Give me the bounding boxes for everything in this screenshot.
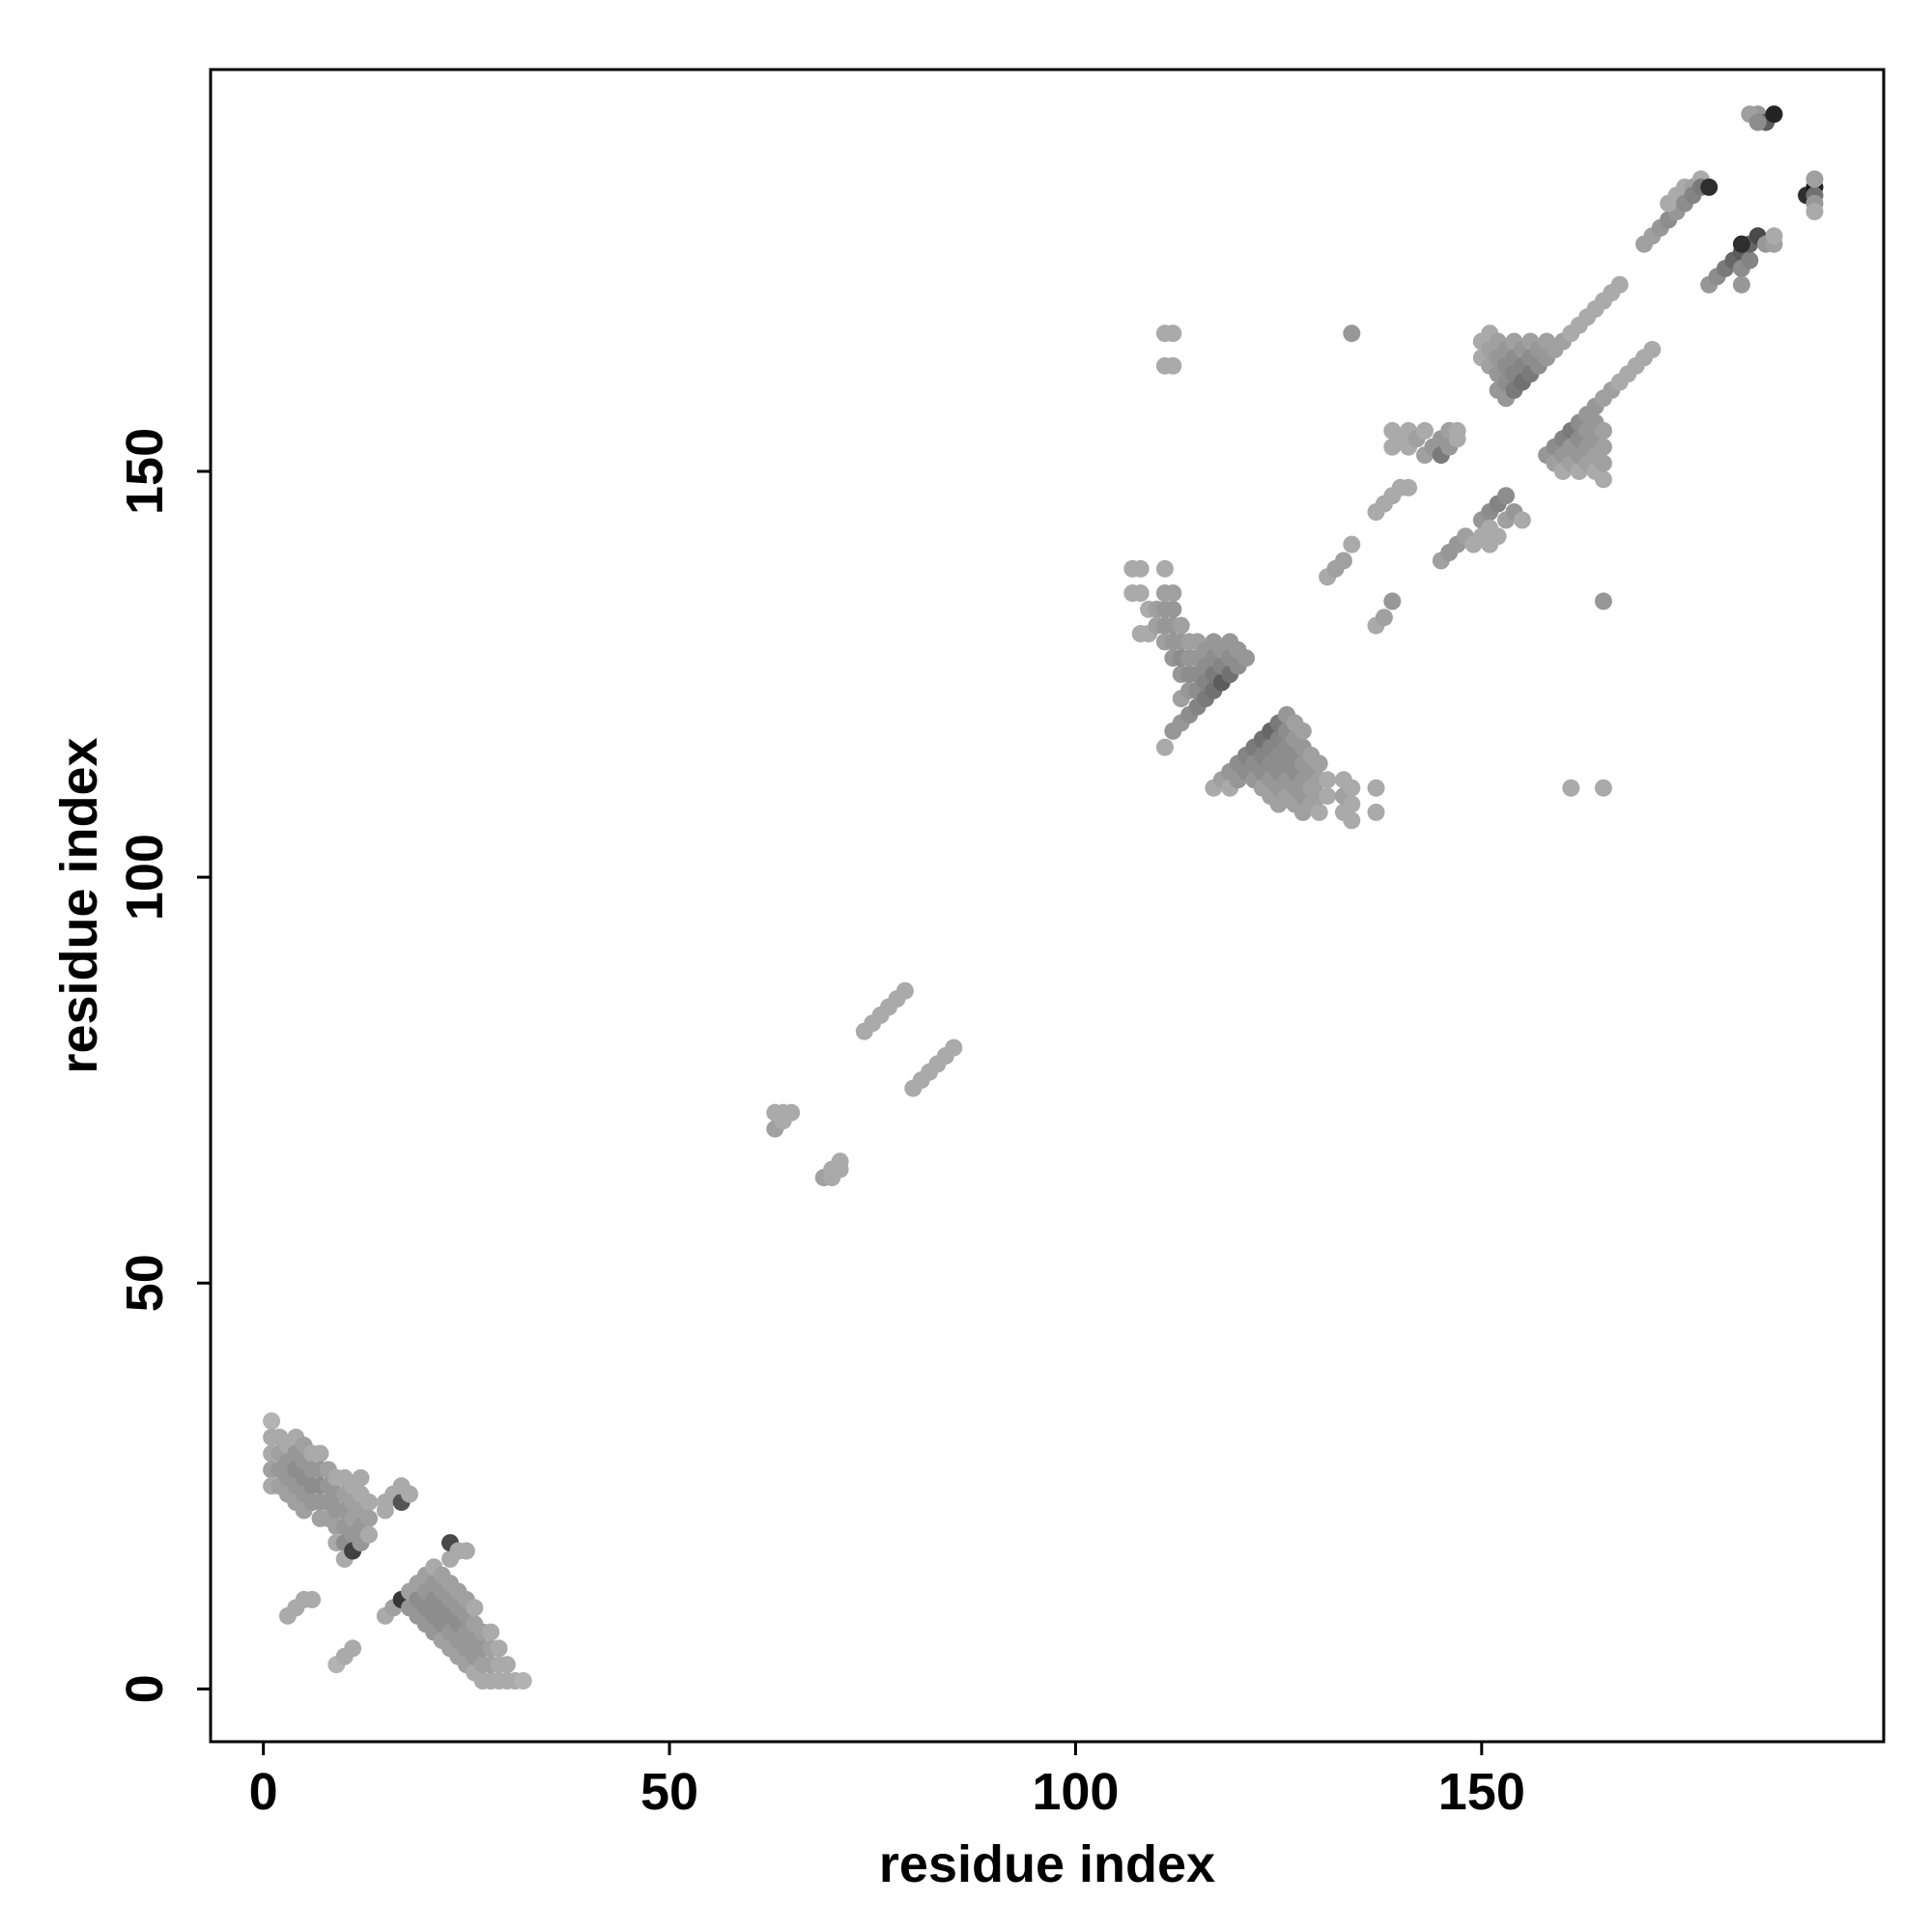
contact-point (1155, 738, 1174, 756)
contact-point (782, 1103, 801, 1122)
contact-point (1594, 454, 1612, 472)
contact-point (1805, 203, 1824, 221)
contact-point (1319, 787, 1337, 806)
contact-point (1497, 487, 1515, 505)
contact-point (1343, 811, 1361, 830)
x-axis: 0 50 100 150 (249, 1742, 1525, 1821)
contact-point (1700, 178, 1719, 196)
contact-point (1400, 478, 1418, 497)
y-tick-label: 100 (116, 834, 174, 921)
contact-point (1131, 559, 1150, 578)
contact-point (1765, 105, 1783, 124)
points-layer (263, 105, 1824, 1690)
contact-point (1375, 609, 1393, 627)
contact-point (1334, 552, 1352, 570)
contact-point (1416, 421, 1434, 440)
contact-point (457, 1542, 475, 1560)
contact-point (360, 1509, 378, 1527)
y-axis: 0 50 100 150 (116, 428, 211, 1703)
contact-point (1131, 584, 1150, 602)
contact-point (1343, 325, 1361, 343)
contact-point (1594, 438, 1612, 456)
contact-point (466, 1599, 484, 1617)
contact-point (831, 1152, 849, 1171)
contact-point (1643, 340, 1662, 358)
contact-point (1383, 592, 1402, 611)
contact-point (1562, 779, 1580, 797)
contact-point (1343, 535, 1361, 554)
contact-point (1164, 356, 1182, 375)
contact-point (1343, 795, 1361, 813)
contact-point (1481, 519, 1499, 537)
contact-point (1748, 113, 1767, 131)
contact-point (376, 1501, 394, 1520)
contact-point (1164, 584, 1182, 602)
contact-point (1293, 722, 1312, 740)
contact-point (1732, 275, 1750, 294)
plot-frame (209, 68, 1886, 1744)
contact-point (895, 981, 914, 1000)
contact-point (497, 1656, 516, 1674)
contact-point (945, 1038, 963, 1057)
contact-point (401, 1485, 418, 1503)
contact-point (303, 1590, 322, 1608)
contact-point (1594, 592, 1612, 611)
x-tick-label: 0 (249, 1763, 278, 1821)
x-tick-label: 50 (640, 1763, 698, 1821)
contact-point (1805, 170, 1824, 188)
contact-point (1164, 600, 1182, 618)
contact-point (1343, 779, 1361, 797)
contact-point (1594, 470, 1612, 489)
y-tick-label: 50 (116, 1254, 174, 1312)
contact-point (1448, 430, 1466, 448)
contact-point (1310, 803, 1328, 821)
contact-point (360, 1493, 378, 1512)
contact-point (1464, 535, 1483, 554)
contact-point (1732, 235, 1750, 253)
contact-point (1765, 227, 1783, 245)
contact-point (1164, 325, 1182, 343)
y-tick-label: 0 (116, 1674, 174, 1703)
contact-point (1741, 251, 1759, 270)
contact-point (344, 1639, 362, 1658)
contact-point (1155, 559, 1174, 578)
y-tick-label: 150 (116, 428, 174, 515)
x-axis-title: residue index (879, 1835, 1215, 1893)
contact-point (1310, 754, 1328, 773)
contact-point (490, 1639, 508, 1658)
contact-point (1319, 771, 1337, 789)
y-axis-title: residue index (50, 737, 108, 1073)
contact-point (1237, 649, 1255, 668)
x-tick-label: 100 (1032, 1763, 1119, 1821)
contact-point (1513, 511, 1531, 529)
contact-point (263, 1412, 281, 1431)
contact-point (514, 1672, 532, 1690)
contact-point (1610, 275, 1629, 294)
x-tick-label: 150 (1438, 1763, 1525, 1821)
contact-point (352, 1468, 370, 1487)
contact-point (1172, 616, 1190, 635)
contact-point (1367, 803, 1385, 821)
contact-point (360, 1525, 378, 1544)
contact-point (1594, 421, 1612, 440)
contact-point (482, 1623, 500, 1641)
contact-point (311, 1444, 329, 1463)
contact-point (1367, 779, 1385, 797)
contact-point (1594, 779, 1612, 797)
